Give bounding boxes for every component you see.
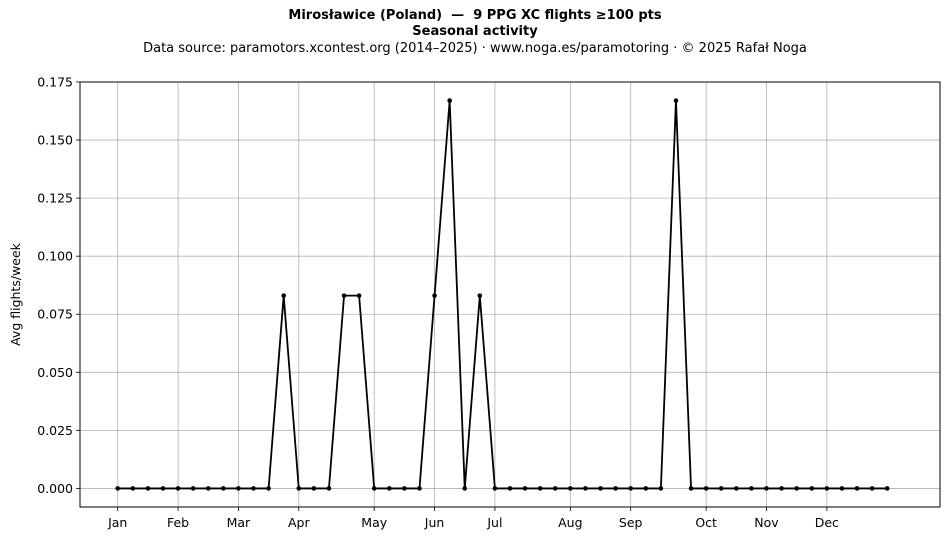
data-point <box>537 486 543 491</box>
data-point <box>492 486 498 491</box>
data-point <box>145 486 151 491</box>
data-point <box>688 486 694 491</box>
data-point <box>673 98 679 103</box>
y-tick-label: 0.050 <box>37 365 73 380</box>
y-tick-label: 0.175 <box>37 75 73 90</box>
data-point <box>884 486 890 491</box>
data-point <box>839 486 845 491</box>
data-point <box>643 486 649 491</box>
data-point <box>221 486 226 491</box>
data-point <box>507 486 513 491</box>
data-point <box>115 486 121 491</box>
data-point <box>175 486 181 491</box>
data-point <box>568 486 573 491</box>
data-point <box>703 486 709 491</box>
data-point <box>296 486 302 491</box>
data-point <box>749 486 754 491</box>
y-axis-label: Avg flights/week <box>8 242 23 346</box>
data-point <box>658 486 664 491</box>
data-point <box>854 486 860 491</box>
x-tick-label: Jan <box>107 515 127 530</box>
data-point <box>583 486 588 491</box>
data-point <box>326 486 332 491</box>
series-flights <box>115 98 890 491</box>
data-point <box>266 486 271 491</box>
y-tick-label: 0.025 <box>37 423 73 438</box>
data-point <box>341 293 347 298</box>
data-point <box>130 486 136 491</box>
data-point <box>432 293 437 298</box>
x-tick-label: Feb <box>167 515 189 530</box>
data-point <box>447 98 452 103</box>
y-tick-label: 0.100 <box>37 249 73 264</box>
grid-lines <box>80 81 940 507</box>
data-point <box>402 486 407 491</box>
chart-titles: Mirosławice (Poland) — 9 PPG XC flights … <box>0 8 950 58</box>
data-point <box>160 486 166 491</box>
x-tick-label: Jul <box>486 515 502 530</box>
y-tick-label: 0.000 <box>37 481 73 496</box>
axes: 0.000 0.025 0.050 0.075 0.100 0.125 0.150 0.175… <box>37 75 839 531</box>
y-tick-label: 0.125 <box>37 191 73 206</box>
x-tick-label: Dec <box>815 515 839 530</box>
x-tick-label: Aug <box>558 515 582 530</box>
data-point <box>613 486 618 491</box>
chart-subtitle: Seasonal activity <box>412 24 538 39</box>
x-tick-label: Sep <box>619 515 643 530</box>
data-point <box>869 486 875 491</box>
y-tick-label: 0.075 <box>37 307 73 322</box>
data-point <box>417 486 422 491</box>
chart-title: Mirosławice (Poland) — 9 PPG XC flights … <box>288 8 662 23</box>
data-point <box>824 486 830 491</box>
data-point <box>371 486 377 491</box>
x-tick-label: Apr <box>288 515 310 530</box>
data-point <box>598 486 603 491</box>
chart-source: Data source: paramotors.xcontest.org (20… <box>143 41 807 56</box>
data-point <box>311 486 317 491</box>
data-point <box>356 293 362 298</box>
data-point <box>734 486 739 491</box>
data-point <box>386 486 392 491</box>
data-point <box>462 486 468 491</box>
x-tick-label: Oct <box>695 515 717 530</box>
data-point <box>281 293 286 298</box>
data-point <box>764 486 769 491</box>
data-point <box>628 486 634 491</box>
data-point <box>779 486 784 491</box>
data-point <box>522 486 528 491</box>
data-point <box>251 486 256 491</box>
data-point <box>809 486 815 491</box>
y-tick-label: 0.150 <box>37 133 73 148</box>
data-point <box>477 293 483 298</box>
x-tick-label: Mar <box>227 515 251 530</box>
data-point <box>552 486 558 491</box>
data-point <box>205 486 211 491</box>
x-tick-label: May <box>361 515 387 530</box>
x-tick-label: Jun <box>424 515 445 530</box>
plot-frame <box>79 81 941 508</box>
data-point <box>190 486 196 491</box>
data-point <box>718 486 724 491</box>
x-tick-label: Nov <box>754 515 779 530</box>
series-line <box>117 99 888 490</box>
data-point <box>794 486 799 491</box>
data-point <box>236 486 241 491</box>
